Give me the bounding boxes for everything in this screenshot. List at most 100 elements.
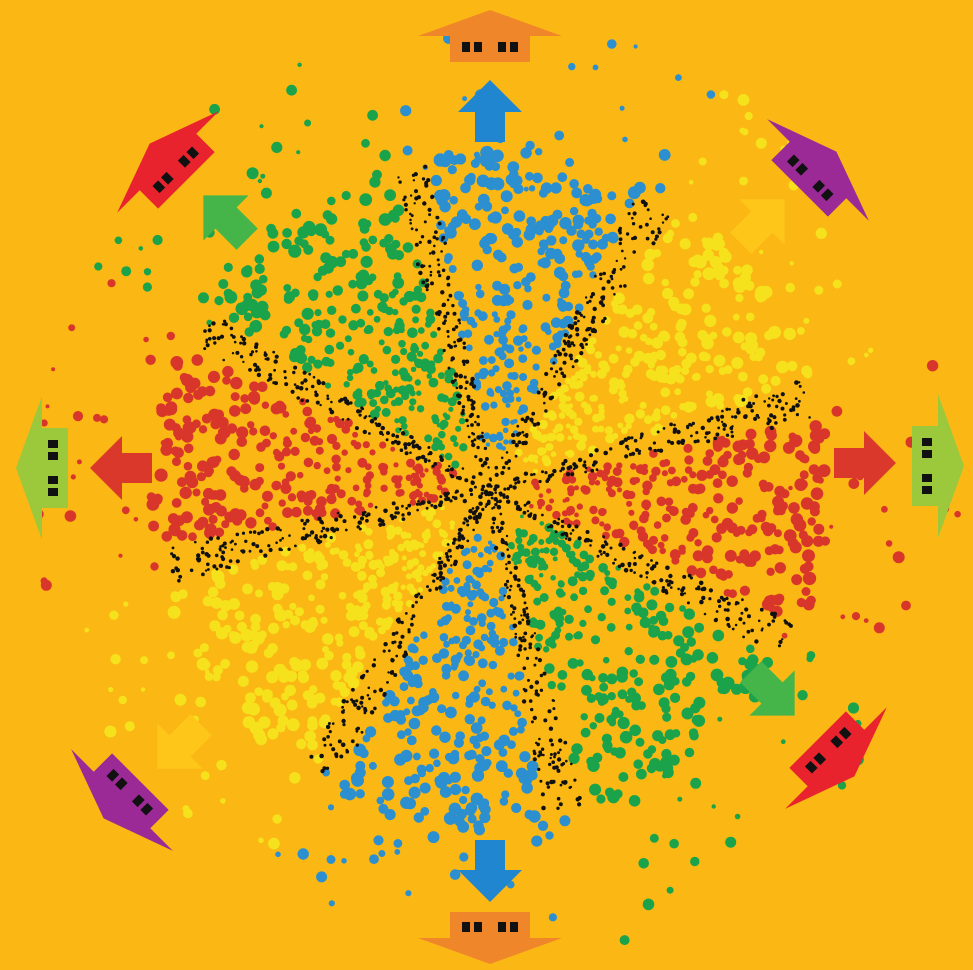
dot <box>531 411 536 416</box>
dot <box>339 779 351 791</box>
dot <box>500 537 504 541</box>
dot <box>471 406 475 410</box>
dot <box>579 373 588 382</box>
dot <box>148 520 160 532</box>
dot <box>516 424 520 428</box>
dot <box>539 779 543 783</box>
dot <box>465 344 473 352</box>
dot <box>355 789 365 799</box>
dot <box>400 431 406 436</box>
dot <box>761 383 772 394</box>
dot <box>397 475 403 481</box>
dot <box>557 590 565 598</box>
dot <box>599 682 609 692</box>
dot <box>675 74 682 81</box>
dot <box>556 796 561 801</box>
dot <box>611 270 616 275</box>
dot <box>198 292 209 304</box>
dot <box>539 688 544 692</box>
dot <box>864 352 869 358</box>
dot <box>514 635 518 639</box>
dot <box>458 322 461 325</box>
dot <box>722 423 727 428</box>
dot <box>301 307 314 320</box>
dot <box>345 748 349 752</box>
dot <box>741 598 744 602</box>
dot <box>563 341 568 346</box>
dot <box>214 296 224 306</box>
dot <box>471 442 476 448</box>
dot <box>424 183 429 188</box>
dot <box>654 237 658 241</box>
dot <box>600 544 606 549</box>
dot <box>562 374 567 379</box>
dot <box>268 622 280 635</box>
dot <box>419 550 427 558</box>
dot <box>558 302 568 312</box>
dot <box>362 601 371 610</box>
dot <box>563 352 568 357</box>
dot <box>423 538 429 544</box>
dot <box>331 454 341 464</box>
dot <box>269 697 281 709</box>
dot <box>392 204 405 217</box>
dot <box>442 321 446 325</box>
dot <box>222 541 227 546</box>
dot <box>527 678 530 682</box>
dot <box>498 499 502 504</box>
dot <box>580 313 583 317</box>
dot <box>357 290 369 302</box>
dot <box>331 747 336 752</box>
dot <box>413 636 420 643</box>
dot <box>446 468 450 472</box>
dot <box>332 441 341 450</box>
dot <box>414 593 419 599</box>
dot <box>395 631 399 635</box>
dot <box>407 628 411 632</box>
dot <box>443 641 450 648</box>
dot <box>366 360 374 368</box>
dot <box>213 341 217 345</box>
dot <box>806 655 814 663</box>
dot <box>334 475 341 482</box>
dot <box>409 218 412 222</box>
dot <box>598 403 605 411</box>
dot <box>547 525 550 529</box>
dot <box>815 227 827 239</box>
dot <box>829 524 834 529</box>
dot <box>555 370 559 374</box>
dot <box>631 222 636 226</box>
dot <box>182 415 192 424</box>
dot <box>596 794 606 804</box>
dot <box>518 507 522 512</box>
dot <box>375 423 379 427</box>
dot <box>787 622 791 627</box>
dot <box>501 223 514 235</box>
dot <box>539 548 545 554</box>
dot <box>226 423 238 434</box>
dot <box>400 422 408 430</box>
dot <box>528 645 532 650</box>
dot <box>140 687 146 692</box>
dot <box>416 508 419 512</box>
dot <box>552 699 556 702</box>
dot <box>462 96 468 102</box>
dot <box>455 386 459 390</box>
dot <box>383 326 393 337</box>
dot <box>570 375 578 382</box>
dot <box>494 465 499 470</box>
dot <box>347 677 360 689</box>
dot <box>477 311 488 322</box>
dot <box>367 109 378 121</box>
dot <box>396 441 401 446</box>
dot <box>679 238 691 250</box>
dot <box>472 432 476 436</box>
dot <box>393 640 397 644</box>
dot <box>306 422 314 430</box>
dot <box>485 503 489 507</box>
dot <box>263 352 268 357</box>
dot <box>663 763 674 773</box>
dot <box>559 236 568 245</box>
dot <box>439 500 444 505</box>
dot <box>366 309 374 316</box>
